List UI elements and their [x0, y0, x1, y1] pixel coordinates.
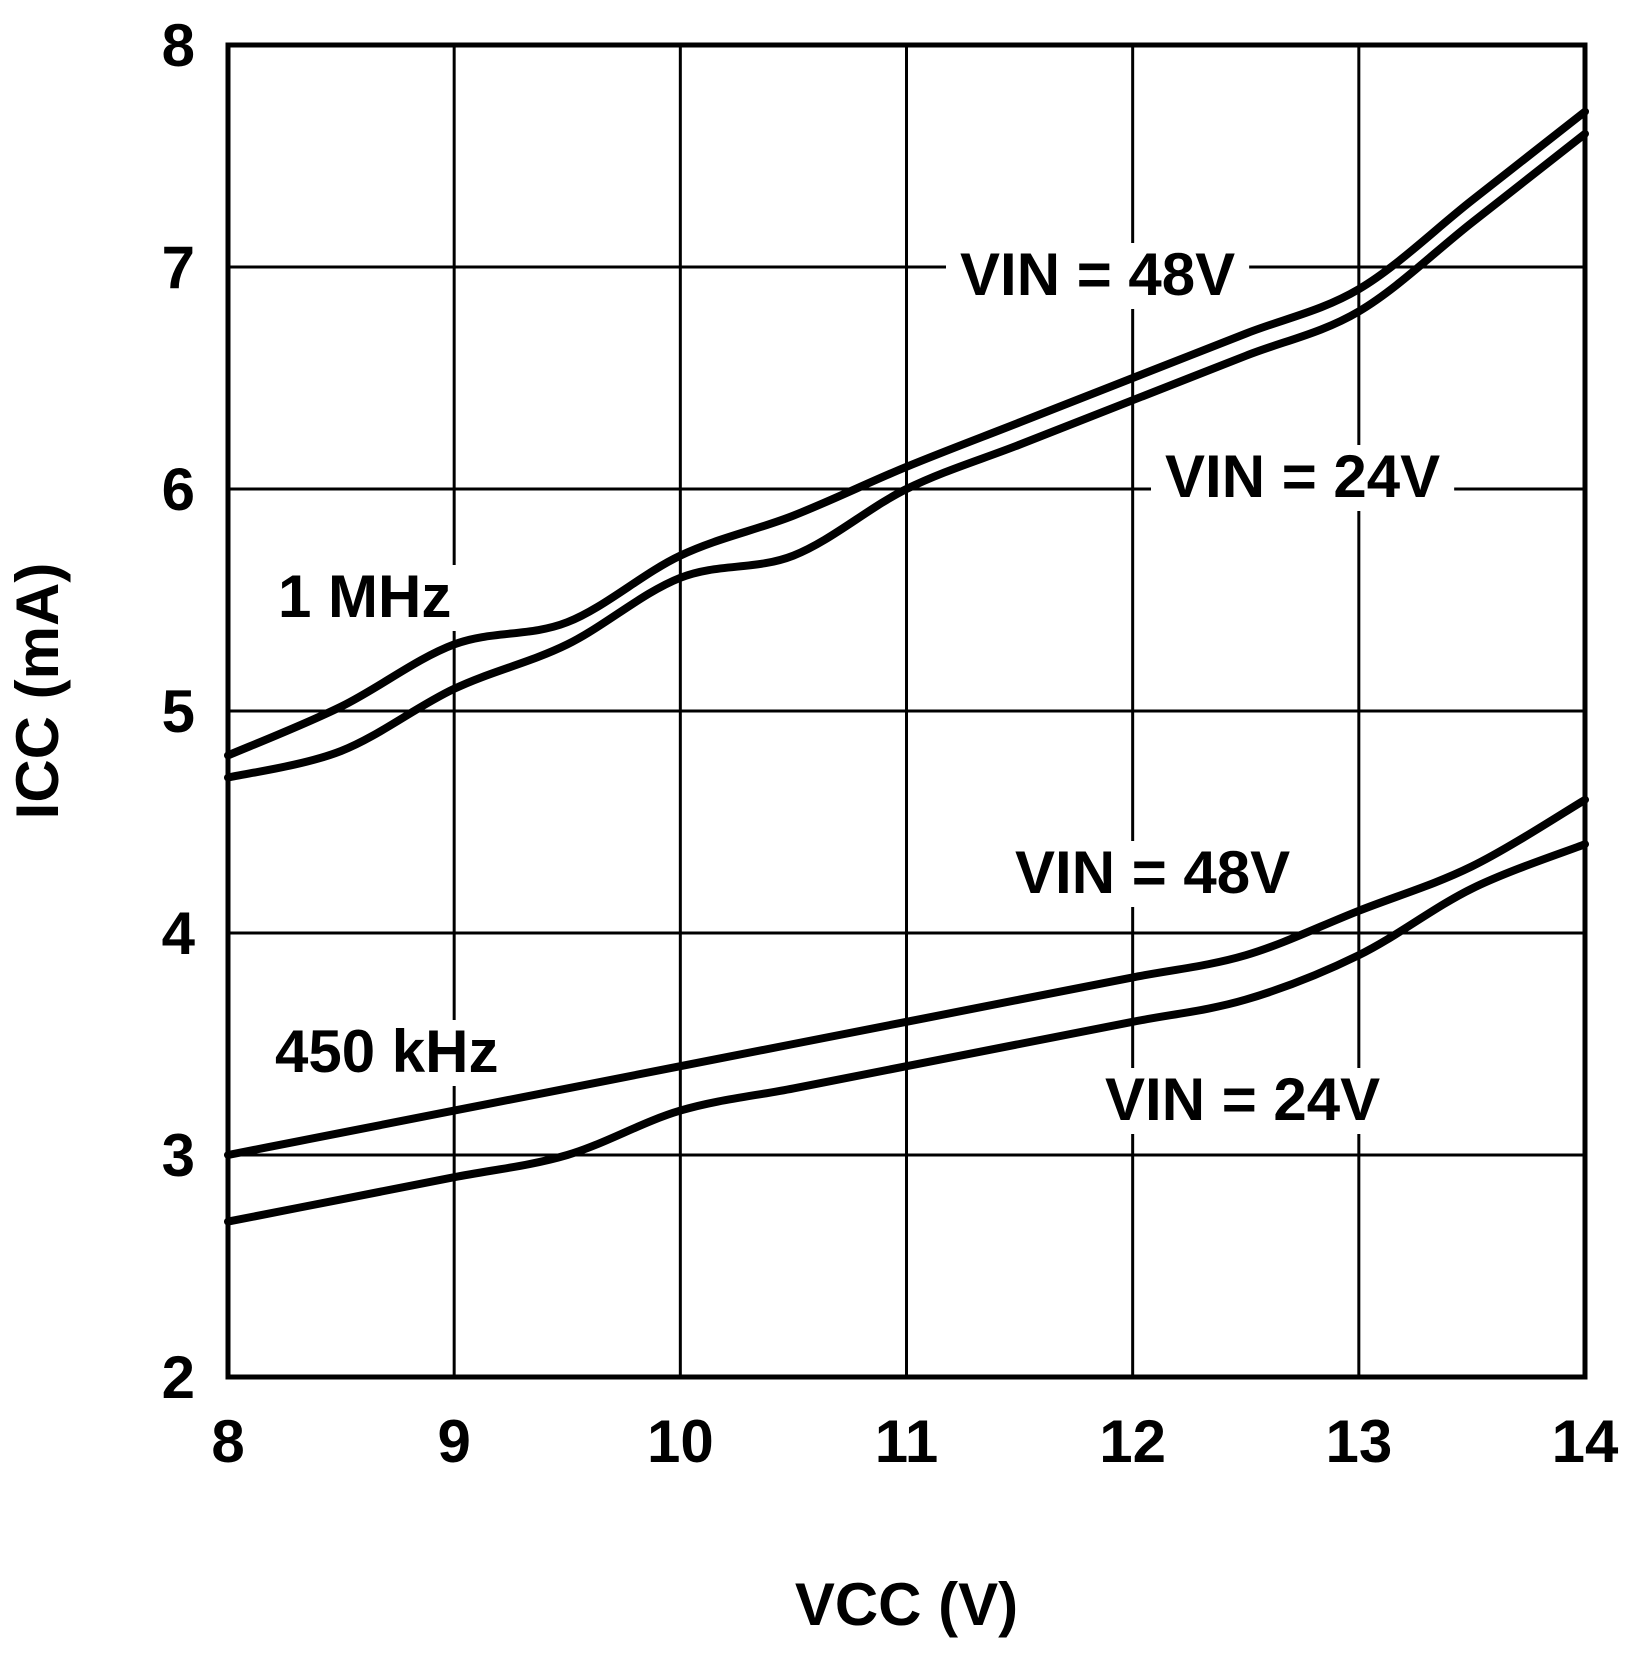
annotation-background: [1091, 1068, 1395, 1134]
annotation-backgrounds: [261, 243, 1455, 1134]
annotation-background: [946, 243, 1250, 309]
annotation-1mhz: 1 MHz: [278, 563, 451, 630]
annotation-background: [261, 1020, 513, 1086]
tick-labels: 8 9 10 11 12 13 14 2 3 4 5 6 7 8: [162, 12, 1619, 1475]
series-1mhz-vin24: [224, 129, 1589, 782]
plot-frame: [225, 42, 1588, 1380]
y-tick-label: 8: [162, 12, 195, 79]
annotation-450khz: 450 kHz: [275, 1018, 498, 1085]
y-tick-label: 4: [162, 900, 196, 967]
annotation-vin24-450khz: VIN = 24V: [1105, 1066, 1380, 1133]
annotation-vin24-1mhz: VIN = 24V: [1165, 443, 1440, 510]
y-tick-label: 5: [162, 678, 195, 745]
y-axis-title: ICC (mA): [4, 563, 71, 820]
x-tick-label: 13: [1325, 1408, 1392, 1475]
x-tick-label: 10: [647, 1408, 714, 1475]
x-tick-label: 12: [1099, 1408, 1166, 1475]
annotation-vin48-450khz: VIN = 48V: [1015, 839, 1290, 906]
y-tick-label: 2: [162, 1344, 195, 1411]
series-450khz-vin48: [224, 795, 1589, 1159]
annotation-background: [1001, 841, 1305, 907]
grid: [228, 45, 1585, 1377]
x-tick-label: 14: [1552, 1408, 1619, 1475]
annotation-vin48-1mhz: VIN = 48V: [960, 241, 1235, 308]
y-tick-label: 7: [162, 234, 195, 301]
y-tick-label: 6: [162, 456, 195, 523]
series-group: [224, 107, 1589, 1226]
x-axis-title: VCC (V): [795, 1571, 1018, 1638]
x-tick-label: 11: [875, 1408, 938, 1475]
series-450khz-vin24: [224, 840, 1589, 1226]
annotation-background: [264, 565, 466, 631]
x-tick-label: 8: [211, 1408, 244, 1475]
y-tick-label: 3: [162, 1122, 195, 1189]
annotation-background: [1151, 445, 1455, 511]
x-tick-label: 9: [437, 1408, 470, 1475]
series-1mhz-vin48: [224, 107, 1589, 760]
